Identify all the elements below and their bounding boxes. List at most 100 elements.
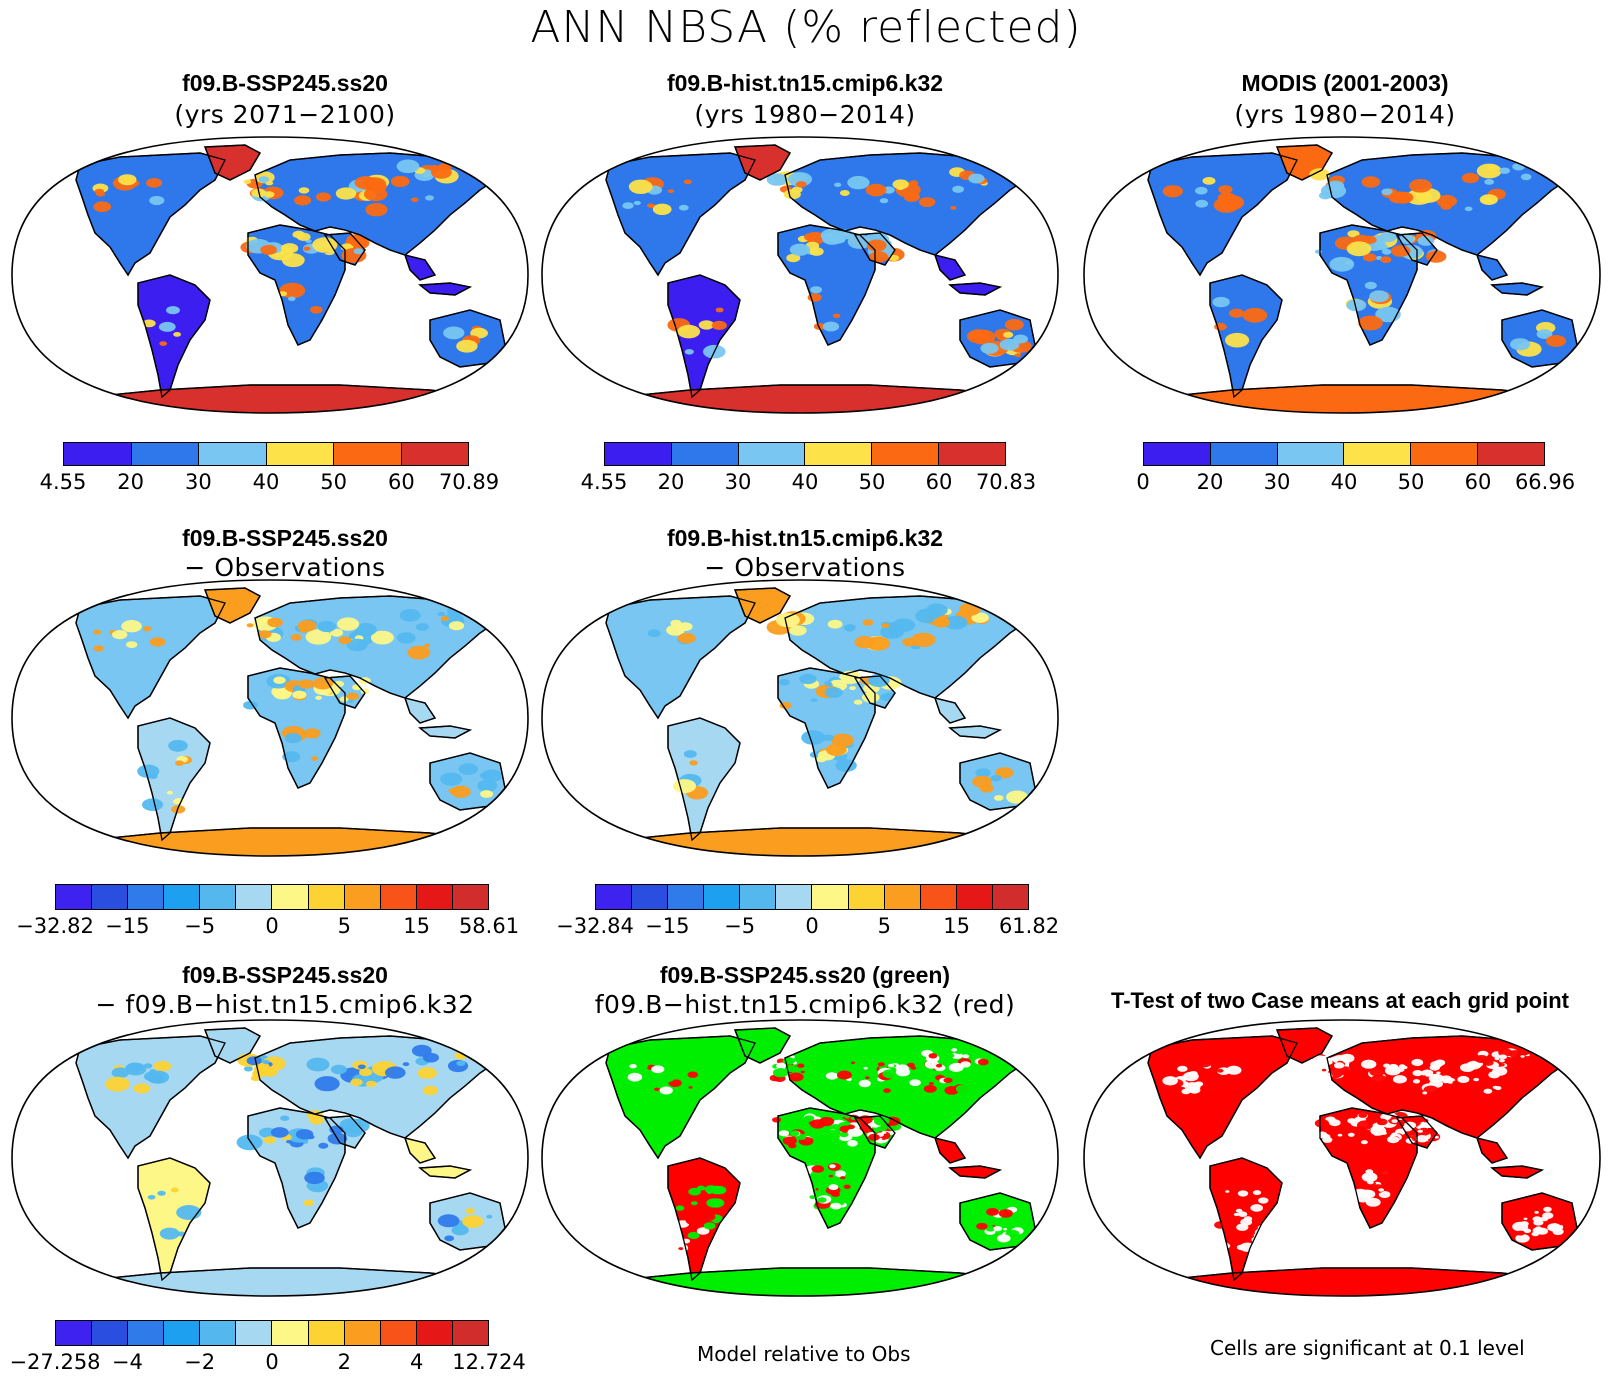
data-patch	[895, 1084, 908, 1092]
data-patch	[157, 1190, 166, 1196]
colorbar-segment	[380, 1321, 417, 1345]
data-patch	[789, 625, 807, 636]
data-patch	[951, 1048, 958, 1052]
data-patch	[170, 1187, 179, 1193]
colorbar-tick-label: 12.724	[452, 1350, 526, 1374]
data-patch	[480, 790, 494, 798]
data-patch	[627, 1072, 643, 1082]
data-patch	[696, 1227, 710, 1235]
coastline-arabia	[1395, 232, 1438, 266]
data-patch	[817, 1186, 827, 1192]
data-patch	[825, 743, 847, 756]
colorbar-labels-case1-minus-case2: −27.258 −4 −2 0 2 4 12.724	[9, 1350, 525, 1376]
colorbar-segment	[812, 885, 849, 909]
data-patch	[1199, 1068, 1208, 1074]
data-patch	[1391, 1119, 1398, 1123]
data-patch	[968, 173, 985, 184]
data-patch	[1379, 232, 1397, 243]
data-patch	[314, 1076, 340, 1092]
data-patch	[1329, 256, 1355, 272]
coastline-indonesia	[418, 725, 472, 739]
data-patch	[929, 1082, 934, 1085]
data-patch	[1523, 1228, 1532, 1234]
coastline-namerica	[75, 152, 226, 277]
data-patch	[1499, 1059, 1505, 1063]
data-patch	[1383, 1063, 1391, 1068]
data-patch	[995, 767, 1014, 779]
data-patch	[458, 763, 478, 775]
colorbar-segment	[131, 443, 199, 465]
coastline-arabia	[1395, 1115, 1438, 1149]
colorbar-case2-minus-obs	[595, 884, 1029, 910]
data-patch	[146, 178, 163, 188]
data-patch	[267, 617, 283, 628]
data-patch	[817, 1178, 827, 1185]
data-patch	[1358, 1112, 1368, 1118]
data-patch	[1214, 1221, 1227, 1229]
data-patch	[928, 1053, 938, 1059]
coastline-greenland	[204, 144, 261, 181]
data-patch	[703, 1222, 716, 1230]
data-patch	[666, 624, 685, 636]
data-patch	[297, 620, 317, 632]
data-patch	[685, 1216, 701, 1225]
data-patch	[305, 629, 332, 645]
data-patch	[318, 1142, 329, 1149]
landmass-namerica	[605, 595, 757, 720]
data-patch	[895, 1064, 909, 1073]
data-patch	[772, 1117, 782, 1123]
colorbar-segment	[1144, 443, 1211, 465]
colorbar-tick-label: 5	[877, 914, 892, 938]
data-patch	[810, 286, 822, 294]
data-patch	[641, 1064, 648, 1069]
data-patch	[1162, 185, 1183, 198]
data-patch	[881, 1131, 887, 1134]
data-patch	[1461, 172, 1479, 184]
data-patch	[118, 174, 137, 186]
colorbar-case2-mean	[604, 442, 1006, 466]
colorbar-segment	[200, 1321, 237, 1345]
colorbar-segment	[236, 1321, 273, 1345]
coastline-greenland	[734, 144, 791, 181]
data-patch	[111, 1067, 130, 1078]
data-patch	[1499, 167, 1510, 174]
data-patch	[1457, 1075, 1470, 1084]
data-patch	[335, 187, 357, 200]
data-patch	[312, 237, 338, 253]
data-patch	[168, 739, 188, 752]
colorbar-segment	[64, 443, 132, 465]
data-patch	[258, 176, 270, 183]
data-patch	[1415, 1135, 1429, 1143]
data-patch	[1540, 1216, 1549, 1222]
data-patch	[175, 760, 185, 766]
coastline-seasia	[934, 254, 967, 281]
map-t-test	[1083, 1019, 1601, 1297]
data-patch	[820, 228, 843, 242]
coastline-indonesia	[1490, 1165, 1544, 1179]
colorbar-obs-mean	[1143, 442, 1545, 466]
data-patch	[1412, 1079, 1421, 1084]
coastline-indonesia	[948, 282, 1002, 296]
data-patch	[1388, 191, 1409, 204]
data-patch	[1377, 243, 1388, 251]
data-patch	[303, 246, 311, 251]
data-patch	[947, 1053, 955, 1058]
data-patch	[1391, 1069, 1398, 1073]
data-patch	[315, 192, 332, 202]
data-patch	[1523, 1217, 1528, 1220]
data-patch	[831, 1068, 840, 1073]
colorbar-tick-label: −15	[105, 914, 150, 938]
data-patch	[280, 1115, 290, 1121]
data-patch	[1432, 1074, 1441, 1079]
colorbar-segment	[632, 885, 669, 909]
data-patch	[1411, 1058, 1424, 1067]
data-patch	[304, 1171, 325, 1185]
data-patch	[858, 1079, 871, 1088]
colorbar-segment	[199, 443, 267, 465]
data-patch	[687, 1231, 700, 1240]
colorbar-segment	[128, 1321, 165, 1345]
panel-subtitle-model-relative-obs: f09.B−hist.tn15.cmip6.k32 (red)	[594, 990, 1016, 1019]
data-patch	[670, 619, 682, 627]
data-patch	[355, 623, 377, 636]
colorbar-tick-label: 40	[252, 470, 280, 494]
